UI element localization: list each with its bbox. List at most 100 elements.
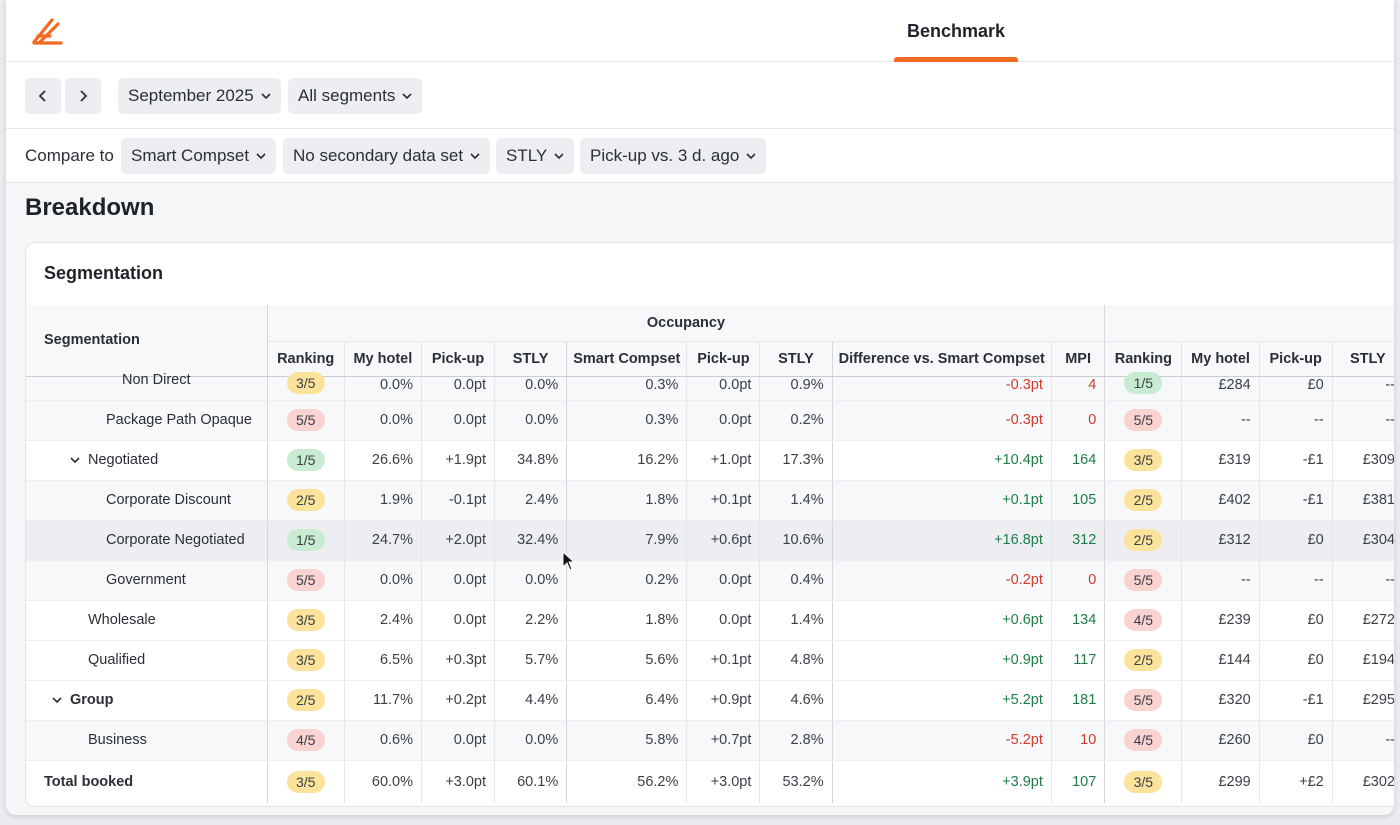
column-header[interactable]: Pick-up [1259, 341, 1333, 377]
row-label: Qualified [88, 652, 146, 668]
adr-stly: £194 [1332, 640, 1394, 681]
chevron-down-icon[interactable] [70, 455, 80, 465]
chevron-down-icon [746, 153, 756, 160]
table-row[interactable]: Qualified 3/5 6.5% +0.3pt 5.7% 5.6% +0.1pt 4.8%… [26, 640, 1394, 681]
difference-vs-compset: -0.3pt [832, 376, 1052, 401]
previous-month-button[interactable] [25, 78, 61, 114]
adr-pickup: £0 [1259, 640, 1333, 681]
card-title: Segmentation [44, 263, 164, 283]
adr-stly: £295 [1332, 680, 1394, 721]
difference-vs-compset: -5.2pt [832, 720, 1052, 761]
adr-group-header [1104, 305, 1394, 342]
column-header[interactable]: Ranking [267, 341, 345, 377]
ranking-cell: 3/5 [267, 600, 345, 641]
brand-logo-icon[interactable] [30, 14, 64, 46]
column-header[interactable]: Ranking [1104, 341, 1183, 377]
compset-occupancy: 7.9% [566, 520, 688, 561]
table-row[interactable]: Non Direct 3/5 0.0% 0.0pt 0.0% 0.3% 0.0pt 0.9% -… [26, 371, 1394, 401]
ranking-badge: 2/5 [1124, 489, 1163, 511]
stly-select[interactable]: STLY [496, 138, 575, 174]
date-filter-bar: September 2025 All segments [6, 62, 1394, 129]
column-header[interactable]: STLY [494, 341, 568, 377]
my-hotel-adr: -- [1181, 400, 1260, 441]
ranking-badge: 1/5 [286, 529, 325, 551]
ranking-badge: 3/5 [286, 371, 325, 394]
ranking-badge: 2/5 [1124, 529, 1163, 551]
column-header[interactable]: MPI [1051, 341, 1106, 377]
row-label-cell: Non Direct [26, 372, 268, 401]
row-label-cell[interactable]: Group [26, 680, 268, 721]
my-hotel-stly: 60.1% [494, 759, 568, 803]
compset-select-value: Smart Compset [131, 146, 250, 165]
adr-ranking-cell: 4/5 [1104, 720, 1183, 761]
ranking-badge: 4/5 [286, 729, 325, 751]
compset-occupancy: 1.8% [566, 480, 688, 521]
ranking-cell: 5/5 [267, 560, 345, 601]
chevron-down-icon[interactable] [52, 695, 62, 705]
table-row[interactable]: Corporate Discount 2/5 1.9% -0.1pt 2.4% 1.8% +… [26, 480, 1394, 521]
compare-filter-bar: Compare to Smart Compset No secondary da… [6, 129, 1394, 183]
adr-pickup: -- [1259, 400, 1333, 441]
column-header[interactable]: My hotel [344, 341, 423, 377]
segment-select[interactable]: All segments [288, 78, 423, 114]
table-row[interactable]: Government 5/5 0.0% 0.0pt 0.0% 0.2% 0.0pt 0.4% -… [26, 560, 1394, 601]
row-label: Negotiated [88, 452, 159, 468]
my-hotel-pickup: +0.3pt [421, 640, 496, 681]
column-header[interactable]: Pick-up [686, 341, 761, 377]
adr-pickup: -- [1259, 560, 1333, 601]
chevron-left-icon [38, 90, 46, 102]
row-label-cell: Business [26, 720, 268, 761]
column-header[interactable]: Smart Compset [566, 341, 688, 377]
my-hotel-pickup: +1.9pt [421, 440, 496, 481]
ranking-cell: 2/5 [267, 680, 345, 721]
my-hotel-pickup: +0.2pt [421, 680, 496, 721]
compset-occupancy: 5.8% [566, 720, 688, 761]
row-label: Corporate Discount [106, 492, 231, 508]
next-month-button[interactable] [65, 78, 101, 114]
my-hotel-pickup: 0.0pt [421, 600, 496, 641]
compset-occupancy: 6.4% [566, 680, 688, 721]
row-label-cell: Package Path Opaque [26, 400, 268, 441]
row-label-cell[interactable]: Negotiated [26, 440, 268, 481]
my-hotel-stly: 4.4% [494, 680, 568, 721]
mpi-value: 107 [1051, 759, 1106, 803]
compare-to-label: Compare to [25, 146, 114, 165]
mpi-value: 181 [1051, 680, 1106, 721]
column-header[interactable]: My hotel [1181, 341, 1260, 377]
month-select[interactable]: September 2025 [118, 78, 281, 114]
adr-pickup: -£1 [1259, 440, 1333, 481]
row-label: Wholesale [88, 612, 156, 628]
compset-select[interactable]: Smart Compset [121, 138, 277, 174]
compset-pickup: +1.0pt [686, 440, 761, 481]
table-row[interactable]: Group 2/5 11.7% +0.2pt 4.4% 6.4% +0.9pt 4.6% +5.… [26, 680, 1394, 721]
table-row[interactable]: Business 4/5 0.6% 0.0pt 0.0% 5.8% +0.7pt 2.8% -5… [26, 720, 1394, 761]
table-row[interactable]: Package Path Opaque 5/5 0.0% 0.0pt 0.0% 0.3% 0… [26, 400, 1394, 441]
table-row[interactable]: Wholesale 3/5 2.4% 0.0pt 2.2% 1.8% 0.0pt 1.4% +0… [26, 600, 1394, 641]
segmentation-column-header[interactable]: Segmentation [26, 305, 268, 377]
my-hotel-stly: 0.0% [494, 560, 568, 601]
secondary-dataset-select[interactable]: No secondary data set [283, 138, 491, 174]
difference-vs-compset: -0.2pt [832, 560, 1052, 601]
mpi-value: 4 [1051, 376, 1106, 401]
pickup-select[interactable]: Pick-up vs. 3 d. ago [580, 138, 767, 174]
my-hotel-adr: -- [1181, 560, 1260, 601]
ranking-cell: 4/5 [267, 720, 345, 761]
chevron-down-icon [554, 153, 564, 160]
ranking-cell: 1/5 [267, 440, 345, 481]
column-header[interactable]: Pick-up [421, 341, 496, 377]
row-label-cell: Government [26, 560, 268, 601]
compset-pickup: +0.6pt [686, 520, 761, 561]
my-hotel-stly: 32.4% [494, 520, 568, 561]
tab-benchmark[interactable]: Benchmark [906, 20, 1006, 41]
ranking-badge: 4/5 [1124, 729, 1163, 751]
adr-pickup: £0 [1259, 600, 1333, 641]
row-label-cell: Qualified [26, 640, 268, 681]
segment-select-value: All segments [298, 86, 396, 105]
chevron-down-icon [261, 93, 271, 100]
column-header[interactable]: STLY [759, 341, 833, 377]
column-header[interactable]: STLY [1332, 341, 1394, 377]
table-row[interactable]: Negotiated 1/5 26.6% +1.9pt 34.8% 16.2% +1.0pt… [26, 440, 1394, 481]
mpi-value: 10 [1051, 720, 1106, 761]
table-row[interactable]: Corporate Negotiated 1/5 24.7% +2.0pt 32.4% 7… [26, 520, 1394, 561]
column-header[interactable]: Difference vs. Smart Compset [832, 341, 1052, 377]
